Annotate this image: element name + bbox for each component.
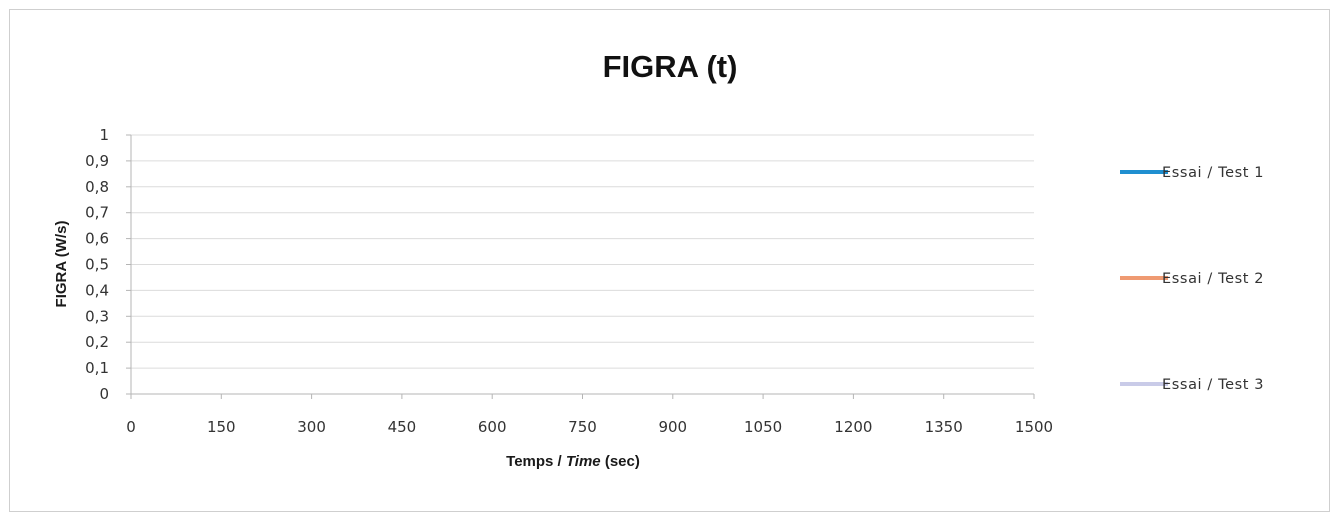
legend-item: Essai / Test 3 <box>1120 377 1264 393</box>
legend-label: Essai / Test 2 <box>1162 271 1264 287</box>
y-tick-label: 0,2 <box>85 333 109 351</box>
y-tick-label: 0,6 <box>85 230 109 248</box>
y-tick-label: 0,9 <box>85 152 109 170</box>
y-tick-label: 0,1 <box>85 359 109 377</box>
y-tick-label: 0 <box>99 385 109 403</box>
legend-item: Essai / Test 2 <box>1120 271 1264 287</box>
x-tick-label: 900 <box>658 418 687 436</box>
legend-label: Essai / Test 1 <box>1162 165 1264 181</box>
chart-frame <box>9 9 1330 512</box>
grid-lines <box>131 134 1034 369</box>
x-tick-label: 1050 <box>744 418 782 436</box>
y-tick-label: 0,7 <box>85 204 109 222</box>
x-axis-title-suffix: (sec) <box>601 453 640 470</box>
y-axis-title: FIGRA (W/s) <box>53 221 70 308</box>
x-axis-title: Temps / Time (sec) <box>506 453 640 470</box>
x-tick-label: 1500 <box>1015 418 1053 436</box>
y-axis-tick-labels: 0 0,1 0,2 0,3 0,4 0,5 0,6 0,7 0,8 0,9 1 <box>85 126 109 403</box>
x-axis-tick-labels: 0 150 300 450 600 750 900 1050 1200 1350 1500 <box>126 418 1053 436</box>
y-tick-label: 0,5 <box>85 256 109 274</box>
legend-item: Essai / Test 1 <box>1120 165 1264 181</box>
legend-label: Essai / Test 3 <box>1162 377 1264 393</box>
y-tick-label: 0,8 <box>85 178 109 196</box>
y-tick-label: 0,4 <box>85 281 109 299</box>
chart-title: FIGRA (t) <box>603 49 738 84</box>
x-tick-label: 600 <box>478 418 507 436</box>
x-axis-title-italic: Time <box>566 453 601 470</box>
x-tick-label: 1350 <box>925 418 963 436</box>
x-tick-label: 0 <box>126 418 136 436</box>
x-tick-label: 750 <box>568 418 597 436</box>
x-tick-label: 150 <box>207 418 236 436</box>
y-tick-label: 0,3 <box>85 307 109 325</box>
x-tick-label: 1200 <box>834 418 872 436</box>
axes <box>126 134 1035 399</box>
y-tick-label: 1 <box>99 126 109 144</box>
legend: Essai / Test 1 Essai / Test 2 Essai / Test… <box>1120 165 1264 393</box>
x-tick-label: 300 <box>297 418 326 436</box>
x-tick-label: 450 <box>388 418 417 436</box>
x-axis-title-prefix: Temps / <box>506 453 566 470</box>
